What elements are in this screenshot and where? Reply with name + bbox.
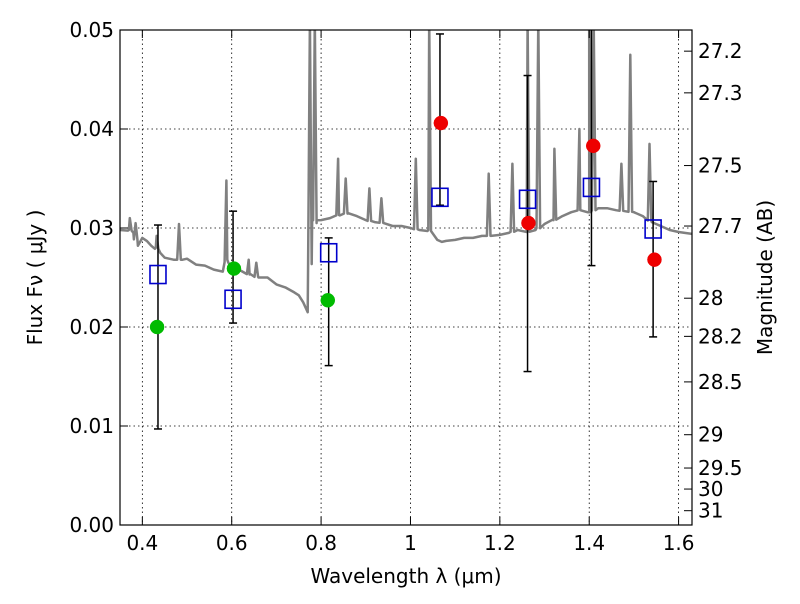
data-point-square xyxy=(431,187,449,208)
y2-tick-label: 27.5 xyxy=(698,154,743,178)
data-point-circle xyxy=(320,293,336,308)
ticks-layer: 0.4 0.6 0.8 1 1.2 1.4 1.6 0.00 0.01 0.02 0.03 0.04 0… xyxy=(69,18,742,555)
y2-tick-label: 29.5 xyxy=(698,456,743,480)
data-point-circle xyxy=(647,252,662,267)
y2-tick-label: 30 xyxy=(698,477,723,501)
x-tick-label: 0.8 xyxy=(305,531,337,555)
y-axis-label: Flux Fν ( μJy ) xyxy=(23,210,47,346)
x-tick-label: 0.6 xyxy=(216,531,248,555)
y2-tick-label: 27.2 xyxy=(698,39,743,63)
x-tick-label: 0.4 xyxy=(126,531,158,555)
data-point-circle xyxy=(585,138,601,154)
data-point-square xyxy=(518,189,537,210)
y-tick-label: 0.05 xyxy=(69,18,114,42)
plot-layer xyxy=(120,30,692,430)
y2-axis-label: Magnitude (AB) xyxy=(753,200,777,355)
spectrum-line xyxy=(120,30,692,314)
x-axis-label: Wavelength λ (μm) xyxy=(310,564,501,588)
grid-layer xyxy=(120,29,692,526)
data-point-square xyxy=(149,264,167,285)
y-tick-label: 0.04 xyxy=(69,117,114,141)
data-point-square xyxy=(582,177,601,198)
x-tick-label: 1.4 xyxy=(573,531,605,555)
data-point-circle xyxy=(149,319,165,335)
y-tick-label: 0.00 xyxy=(69,513,114,537)
y2-tick-label: 29 xyxy=(698,423,723,447)
y2-tick-label: 28.5 xyxy=(698,370,743,394)
y2-tick-label: 27.3 xyxy=(698,81,743,105)
plot-frame xyxy=(119,29,693,526)
x-tick-label: 1.2 xyxy=(484,531,516,555)
x-tick-label: 1 xyxy=(404,531,417,555)
y2-tick-label: 27.7 xyxy=(698,214,743,238)
data-point-circle xyxy=(433,115,449,131)
y-tick-label: 0.01 xyxy=(69,414,114,438)
y2-tick-label: 28 xyxy=(698,286,723,310)
data-point-circle xyxy=(226,261,242,276)
data-point-square xyxy=(644,219,662,239)
y-tick-label: 0.02 xyxy=(69,315,114,339)
y2-tick-label: 31 xyxy=(698,499,723,523)
data-point-square xyxy=(319,242,338,263)
data-point-circle xyxy=(521,215,536,231)
y-tick-label: 0.03 xyxy=(69,216,114,240)
y2-tick-label: 28.2 xyxy=(698,324,743,348)
x-tick-label: 1.6 xyxy=(663,531,695,555)
data-point-square xyxy=(224,289,242,310)
